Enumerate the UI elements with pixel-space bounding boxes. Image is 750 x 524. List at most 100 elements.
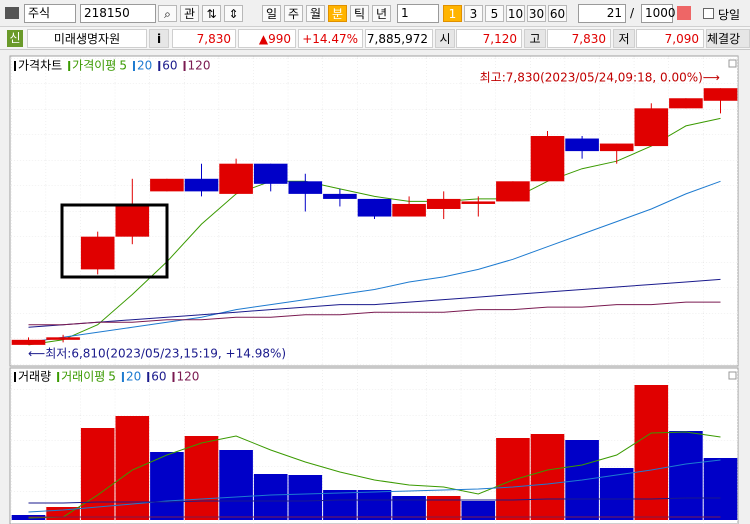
- low-label: 저: [613, 29, 635, 48]
- volume-bar: [599, 468, 634, 520]
- legend-heading: 가격이평: [72, 59, 116, 73]
- interval-select[interactable]: 1: [397, 4, 439, 23]
- price: 7,830: [172, 29, 236, 48]
- info-bar: 신 미래생명자원 i 7,830 ▲990 +14.47% 7,885,972 …: [0, 27, 750, 50]
- ma-line: [28, 180, 721, 343]
- volume-bar: [219, 450, 253, 520]
- legend-swatch: [14, 61, 16, 71]
- legend-entry: 120: [177, 370, 200, 384]
- legend-entry: 60: [151, 370, 166, 384]
- candle-body: [80, 236, 115, 270]
- candle-body: [599, 143, 634, 152]
- legend-swatch: [132, 61, 135, 71]
- period-button[interactable]: 일: [262, 5, 281, 22]
- candle-body: [530, 136, 565, 182]
- panel-button[interactable]: [728, 59, 737, 68]
- legend-swatch: [57, 372, 60, 382]
- spin-button[interactable]: ⇕: [224, 5, 243, 22]
- legend-entry: 20: [126, 370, 141, 384]
- market-select[interactable]: 주식: [24, 4, 76, 23]
- candle-body: [323, 193, 357, 199]
- interval-button[interactable]: 1: [443, 5, 462, 22]
- legend-entry: 120: [188, 59, 211, 73]
- change-pct: +14.47%: [298, 29, 363, 48]
- volume-bar: [253, 474, 288, 520]
- candle-body: [461, 201, 496, 204]
- volume-bar: [496, 438, 530, 520]
- candle-body: [219, 163, 253, 194]
- interval-button[interactable]: 5: [485, 5, 504, 22]
- legend-title: 거래량: [18, 370, 51, 384]
- interval-button[interactable]: 3: [464, 5, 483, 22]
- candle-body: [46, 337, 80, 340]
- badge: 신: [7, 30, 23, 47]
- period-button[interactable]: 월: [306, 5, 325, 22]
- change: ▲990: [238, 29, 296, 48]
- candle-body: [115, 203, 150, 237]
- panel-button[interactable]: [728, 371, 737, 380]
- volume-bar: [461, 501, 496, 520]
- strength-label: 체결강: [706, 29, 750, 48]
- open-label: 시: [435, 29, 455, 48]
- separator: /: [630, 6, 635, 20]
- ma-line: [28, 301, 721, 326]
- settings-icon[interactable]: [677, 6, 691, 20]
- volume-bar: [80, 428, 115, 520]
- interval-button[interactable]: 30: [527, 5, 546, 22]
- sync-button[interactable]: ⇅: [202, 5, 221, 22]
- legend-entry: 20: [137, 59, 152, 73]
- interval: 1: [401, 6, 409, 20]
- code-input[interactable]: 218150: [80, 4, 156, 23]
- period-button[interactable]: 틱: [350, 5, 369, 22]
- candle-body: [150, 178, 184, 192]
- candle-body: [357, 198, 392, 217]
- plot: 최고:7,830(2023/05/24,09:18, 0.00%)⟶ ⟵최저:6,…: [11, 59, 738, 520]
- candle-body: [703, 88, 738, 101]
- legend-swatch: [172, 372, 175, 382]
- search-button[interactable]: ⌕: [158, 5, 177, 22]
- candle-body: [184, 178, 219, 192]
- volume-bar: [669, 431, 703, 520]
- watch: 관: [183, 7, 196, 21]
- legend-title: 가격차트: [18, 59, 62, 73]
- today-checkbox[interactable]: [703, 8, 714, 19]
- legend-swatch: [68, 61, 71, 71]
- candle-body: [496, 181, 530, 202]
- legend-swatch: [147, 372, 150, 382]
- chart: 최고:7,830(2023/05/24,09:18, 0.00%)⟶ ⟵최저:6,…: [0, 50, 750, 524]
- interval-button[interactable]: 10: [506, 5, 525, 22]
- code: 218150: [84, 6, 130, 20]
- highlight-box: [60, 203, 169, 279]
- candle-body: [11, 339, 46, 345]
- legend-heading: 거래이평: [61, 370, 105, 384]
- legend-entry: 5: [108, 370, 116, 384]
- menu-icon[interactable]: [5, 7, 19, 19]
- info-button[interactable]: i: [149, 29, 169, 48]
- annotation: ⟵최저:6,810(2023/05/23,15:19, +14.98%): [28, 346, 286, 360]
- annotation: 최고:7,830(2023/05/24,09:18, 0.00%)⟶: [480, 71, 720, 85]
- candle-body: [288, 181, 323, 194]
- high: 7,830: [547, 29, 611, 48]
- count-input[interactable]: 21: [578, 4, 626, 23]
- candle-body: [565, 138, 599, 152]
- volume-bar: [357, 490, 392, 520]
- ma-line: [28, 117, 721, 346]
- period-button[interactable]: 주: [284, 5, 303, 22]
- max-count-text: 1000: [645, 6, 676, 20]
- open: 7,120: [456, 29, 522, 48]
- volume-bar: [323, 490, 357, 520]
- count: 21: [606, 6, 622, 20]
- max-count[interactable]: 1000: [641, 4, 676, 23]
- period-button[interactable]: 년: [372, 5, 391, 22]
- candle-body: [426, 198, 461, 209]
- period-button[interactable]: 분: [328, 5, 347, 22]
- interval-button[interactable]: 60: [548, 5, 567, 22]
- ma-line: [28, 459, 721, 513]
- legend-entry: 5: [119, 59, 127, 73]
- watch-button[interactable]: 관: [180, 5, 199, 22]
- candle-body: [669, 98, 703, 109]
- legend-swatch: [183, 61, 186, 71]
- volume: 7,885,972: [365, 29, 433, 48]
